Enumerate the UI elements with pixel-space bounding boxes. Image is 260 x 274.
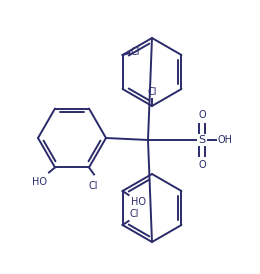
Text: Cl: Cl bbox=[129, 209, 139, 219]
Text: HO: HO bbox=[131, 197, 146, 207]
Text: O: O bbox=[198, 110, 206, 120]
Text: Cl: Cl bbox=[131, 47, 140, 57]
Text: S: S bbox=[198, 135, 206, 145]
Text: OH: OH bbox=[218, 135, 233, 145]
Text: HO: HO bbox=[32, 178, 47, 187]
Text: Cl: Cl bbox=[88, 181, 98, 192]
Text: Cl: Cl bbox=[147, 87, 157, 97]
Text: O: O bbox=[198, 160, 206, 170]
